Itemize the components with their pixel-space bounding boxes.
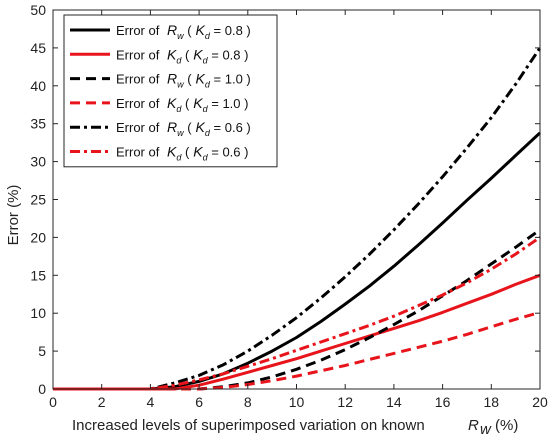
series-line-6 [53,236,541,391]
x-tick-label: 10 [289,394,305,410]
legend-entry-6: Error of Kd (Kd = 0.6 ) [116,144,248,163]
series-line-2 [53,273,541,391]
x-axis-label-symbol: R [468,417,479,434]
y-axis-label: Error (%) [5,185,22,246]
legend-entry-4: Error of Kd (Kd = 1.0 ) [116,95,248,114]
x-tick-label: 2 [98,394,106,410]
y-tick-label: 25 [30,192,46,208]
x-tick-label: 16 [435,394,451,410]
y-tick-label: 50 [30,2,46,18]
y-tick-label: 45 [30,40,46,56]
x-tick-label: 8 [244,394,252,410]
legend: Error of Rw (Kd = 0.8 ) Error of Kd (Kd =… [63,14,278,168]
x-axis-label-subscript: w [480,421,492,438]
x-axis-label-unit: (%) [495,417,518,434]
x-tick-label: 4 [147,394,155,410]
legend-entry-1: Error of Rw (Kd = 0.8 ) [116,22,251,41]
x-tick-label: 20 [532,394,548,410]
x-tick-label: 0 [49,394,57,410]
y-tick-label: 5 [38,343,46,359]
legend-entry-3: Error of Rw (Kd = 1.0 ) [116,71,251,90]
y-tick-label: 20 [30,229,46,245]
legend-box [63,14,278,168]
y-tick-label: 35 [30,116,46,132]
x-tick-label: 14 [386,394,402,410]
x-axis-label: Increased levels of superimposed variati… [72,417,518,438]
series-line-4 [53,310,541,391]
x-axis-label-text: Increased levels of superimposed variati… [72,417,425,434]
svg-text:Error of Rw (Kd = 0.6 ): Error of Rw (Kd = 0.6 ) [116,119,251,138]
plot-area [53,47,542,391]
svg-text:Error of Kd (Kd = 0.6 ): Error of Kd (Kd = 0.6 ) [116,144,248,163]
y-tick-label: 0 [38,381,46,397]
series-line-3 [53,228,541,391]
svg-text:Error of Kd (Kd = 0.8 ): Error of Kd (Kd = 0.8 ) [116,46,248,65]
y-tick-label: 10 [30,305,46,321]
series-line-5 [53,47,542,391]
y-tick-label: 30 [30,154,46,170]
x-tick-label: 6 [195,394,203,410]
svg-text:Error of Rw (Kd = 0.8 ): Error of Rw (Kd = 0.8 ) [116,22,251,41]
legend-entry-2: Error of Kd (Kd = 0.8 ) [116,46,248,65]
svg-text:Error of Rw (Kd = 1.0 ): Error of Rw (Kd = 1.0 ) [116,71,251,90]
y-tick-label: 40 [30,78,46,94]
x-tick-label: 12 [337,394,353,410]
legend-entry-5: Error of Rw (Kd = 0.6 ) [116,119,251,138]
svg-text:Error of Kd (Kd = 1.0 ): Error of Kd (Kd = 1.0 ) [116,95,248,114]
x-tick-label: 18 [484,394,500,410]
y-tick-label: 15 [30,267,46,283]
axes: 0 2 4 6 8 10 12 14 16 18 20 0 5 10 15 20 25 30 35 40 45 50 [30,2,548,410]
series-line-1 [53,131,542,391]
